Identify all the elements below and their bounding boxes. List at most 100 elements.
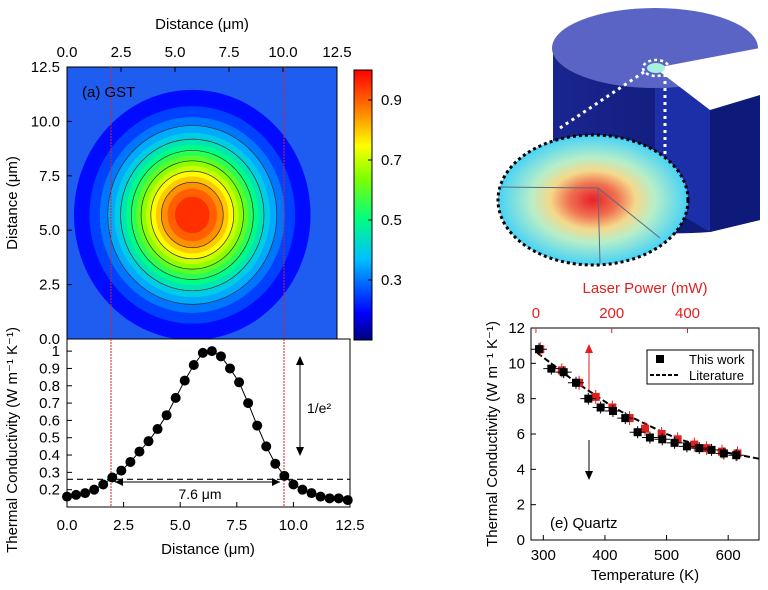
profile-point [143, 436, 154, 447]
profile-y-ticks: 0.20.30.40.50.60.70.80.91 [39, 343, 72, 499]
quartz-xtick-label: 400 [592, 547, 617, 564]
colorbar-gradient [353, 69, 373, 341]
profile-point [324, 493, 335, 504]
profile-x-ticks: 0.0 2.5 5.0 7.5 10.0 12.5 [57, 502, 365, 534]
quartz-xtick-label: 300 [531, 547, 556, 564]
heat-level-0.95 [174, 196, 210, 234]
profile-point [315, 491, 326, 502]
this-work-point [535, 345, 544, 354]
hot-spot-outline [641, 58, 671, 78]
this-work-point [608, 407, 617, 416]
contour-0.75 [150, 170, 235, 260]
profile-point [234, 377, 245, 388]
profile-point [134, 446, 145, 457]
profile-xtick-label: 12.5 [335, 517, 364, 534]
this-work-point [547, 364, 556, 373]
profile-xtick-label: 7.5 [226, 517, 247, 534]
profile-frame [66, 338, 351, 508]
colorbar-tick-label: 0.3 [381, 272, 402, 289]
legend-this-work-marker [656, 355, 664, 363]
profile-point [89, 484, 100, 495]
contour-0.85 [160, 181, 224, 249]
profile-ytick-label: 0.7 [39, 395, 60, 412]
profile-point [161, 410, 172, 421]
quartz-panel: This work Literature (e) Quartz 300 400 50… [484, 280, 760, 584]
heatmap-y-ticks: 0.0 2.5 5.0 7.5 10.0 12.5 [31, 59, 72, 348]
heat-xtick-label: 10.0 [268, 44, 297, 61]
heat-ytick-label: 12.5 [31, 59, 60, 76]
zoom-line-left [559, 70, 645, 130]
legend-this-work-label: This work [689, 352, 745, 367]
cylinder-cut-face-right [710, 95, 760, 232]
profile-ytick-label: 0.6 [39, 412, 60, 429]
this-work-point [670, 438, 679, 447]
cylinder-top-cut [655, 48, 760, 110]
zoom-disc [496, 133, 690, 267]
profile-point [152, 424, 163, 435]
this-work-point [559, 368, 568, 377]
ratio-label: 1/e² [307, 400, 331, 416]
this-work-point [621, 414, 630, 423]
heat-xtick-label: 12.5 [322, 44, 351, 61]
this-work-point [707, 445, 716, 454]
quartz-y-ticks: 0 2 4 6 8 10 12 [508, 320, 536, 549]
direction-arrows [585, 344, 593, 480]
laser-point [641, 424, 649, 433]
quartz-ytick-label: 8 [517, 391, 525, 408]
profile-point [252, 420, 263, 431]
profile-point [71, 489, 82, 500]
heatmap-top-x-ticks: 0.0 2.5 5.0 7.5 10.0 12.5 [57, 44, 352, 72]
profile-point [197, 347, 208, 358]
profile-ytick-label: 0.5 [39, 430, 60, 447]
this-work-point [682, 442, 691, 451]
profile-ytick-label: 0.3 [39, 464, 60, 481]
profile-point [288, 479, 299, 490]
profile-point [297, 484, 308, 495]
quartz-ytick-label: 4 [517, 461, 525, 478]
profile-ytick-label: 0.8 [39, 378, 60, 395]
profile-ytick-label: 0.9 [39, 360, 60, 377]
quartz-ylabel: Thermal Conductivity (W m⁻¹ K⁻¹) [484, 321, 501, 547]
heat-ytick-label: 0.0 [39, 331, 60, 348]
heat-xtick-label: 0.0 [57, 44, 78, 61]
profile-point [206, 346, 217, 357]
laser-point [657, 430, 666, 438]
contour-0.35 [107, 125, 278, 305]
contour-0.55 [130, 150, 254, 280]
quartz-xtick-label: 600 [716, 547, 741, 564]
profile-point [333, 493, 344, 504]
quartz-xlabel: Temperature (K) [591, 567, 699, 584]
laser-point [591, 392, 600, 401]
colorbar-tick-label: 0.5 [381, 212, 402, 229]
legend-box [646, 349, 754, 385]
zoom-disc-cut-lines [499, 186, 661, 264]
this-work-point [633, 428, 642, 437]
profile-ytick-label: 0.2 [39, 482, 60, 499]
quartz-top-ticks: 0 200 400 [532, 305, 700, 333]
profile-point [243, 398, 254, 409]
profile-points [62, 346, 353, 506]
heat-ytick-label: 2.5 [39, 277, 60, 294]
legend-literature-label: Literature [689, 368, 744, 383]
heatmap-top-xlabel: Distance (μm) [155, 16, 249, 33]
this-work-point [732, 451, 741, 460]
quartz-ytick-label: 10 [508, 355, 525, 372]
profile-point [170, 392, 181, 403]
quartz-x-ticks: 300 400 500 600 [531, 535, 741, 564]
colorbar-tick-label: 0.7 [381, 152, 402, 169]
quartz-xtick-label: 500 [654, 547, 679, 564]
profile-xtick-label: 5.0 [170, 517, 191, 534]
quartz-top-tick-label: 200 [599, 305, 624, 322]
heat-ytick-label: 5.0 [39, 222, 60, 239]
heatmap-panel: (a) GST 0.0 2.5 5.0 7.5 10.0 12.5 0.0 2.5 5.0 7.… [4, 16, 352, 348]
heat-ytick-label: 7.5 [39, 168, 60, 185]
width-label: 7.6 μm [178, 486, 221, 502]
colorbar: 0.3 0.5 0.7 0.9 [353, 69, 402, 341]
quartz-top-tick-label: 400 [675, 305, 700, 322]
colorbar-ticks: 0.3 0.5 0.7 0.9 [368, 92, 402, 289]
quartz-ytick-label: 6 [517, 426, 525, 443]
width-arrow [115, 478, 280, 486]
profile-panel: 7.6 μm 1/e² 0.0 2.5 5.0 7.5 10.0 12.5 0.20.30… [4, 327, 365, 558]
this-work-point [695, 444, 704, 453]
